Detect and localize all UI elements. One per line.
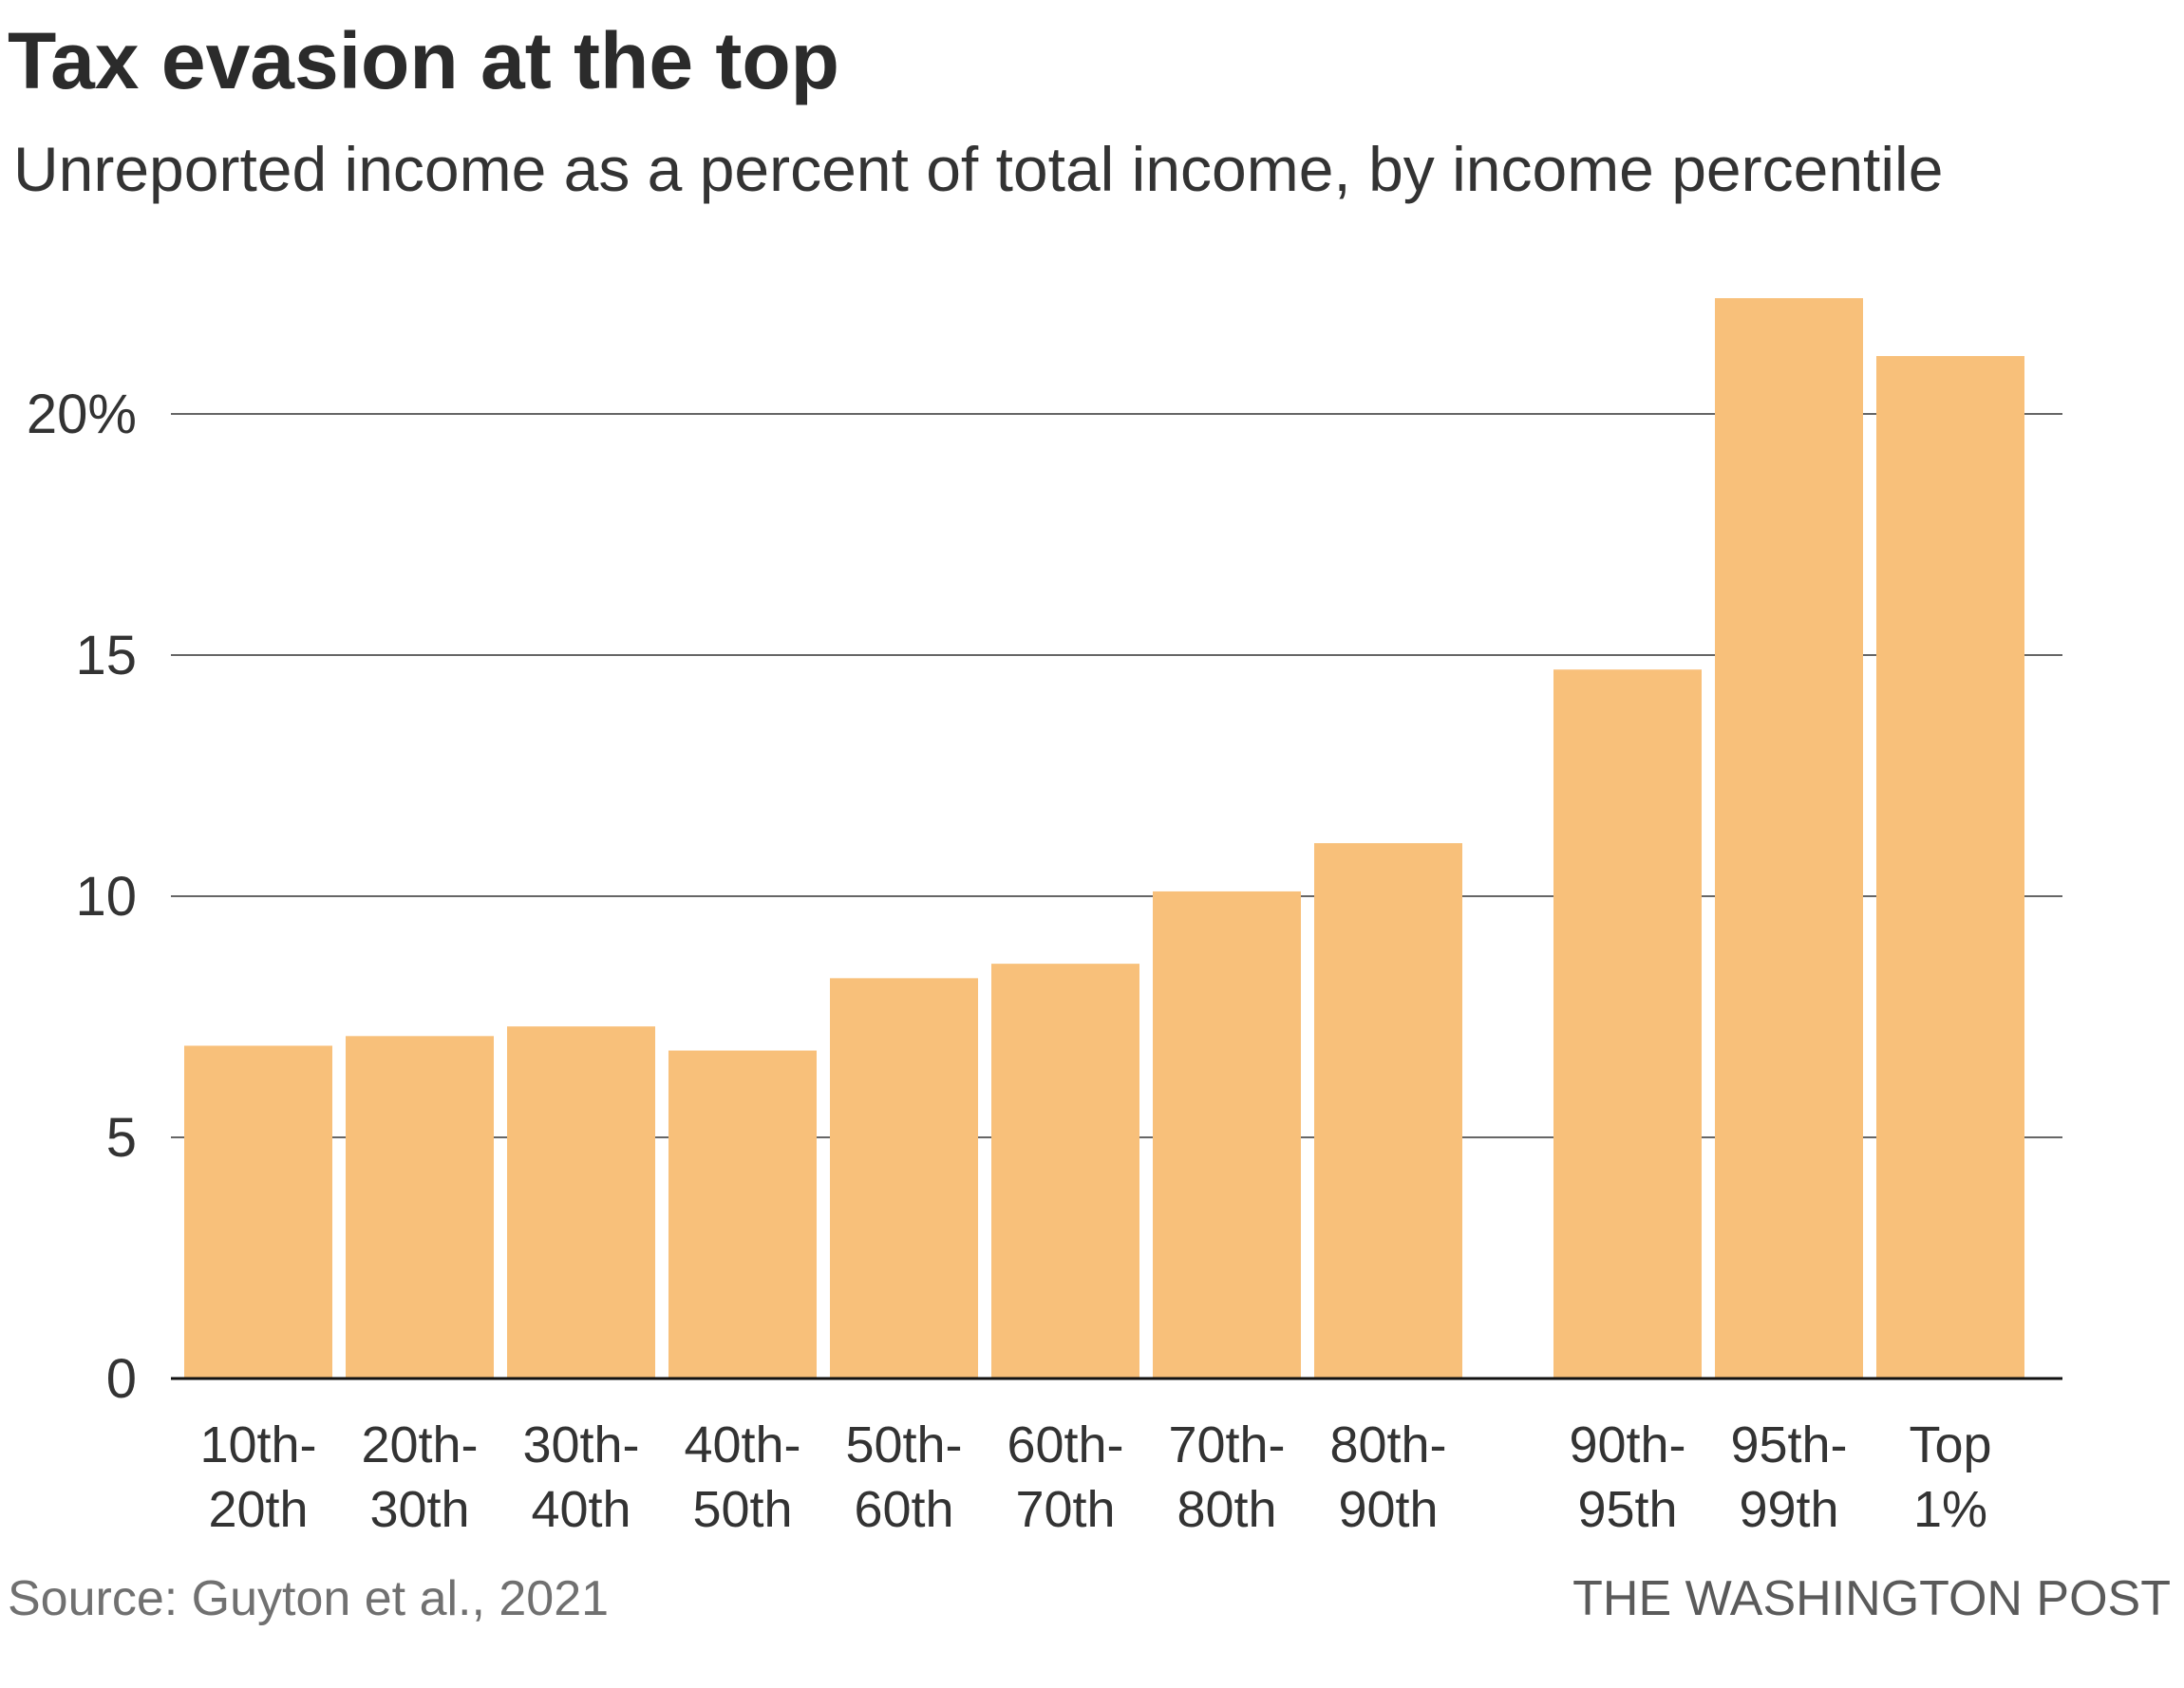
x-axis-tick-labels: 10th- 20th 20th- 30th 30th- 40th 40th- 50th 50th… xyxy=(199,1416,1991,1538)
bar xyxy=(830,978,978,1379)
x-tick-label: 30th xyxy=(369,1481,469,1538)
x-tick-label: 99th xyxy=(1739,1481,1838,1538)
publisher-credit: THE WASHINGTON POST xyxy=(1572,1571,2171,1626)
x-tick-label: 10th- xyxy=(199,1416,316,1473)
y-tick-label: 0 xyxy=(106,1348,137,1410)
x-tick-label: 30th- xyxy=(522,1416,639,1473)
bar xyxy=(184,1045,332,1379)
x-tick-label: 80th xyxy=(1177,1481,1276,1538)
y-tick-label: 10 xyxy=(75,866,137,928)
x-tick-label: 1% xyxy=(1913,1481,1987,1538)
bar xyxy=(346,1036,494,1379)
y-axis-tick-labels: 0 5 10 15 20% xyxy=(27,384,137,1410)
x-tick-label: 40th- xyxy=(684,1416,800,1473)
bar xyxy=(1876,356,2024,1379)
source-note: Source: Guyton et al., 2021 xyxy=(8,1571,610,1626)
bar xyxy=(507,1026,655,1379)
bar xyxy=(1314,843,1462,1379)
x-tick-label: 50th xyxy=(692,1481,792,1538)
x-tick-label: 20th xyxy=(208,1481,308,1538)
x-tick-label: 60th xyxy=(854,1481,953,1538)
chart-subtitle: Unreported income as a percent of total … xyxy=(13,134,1944,204)
x-tick-label: 70th xyxy=(1015,1481,1115,1538)
bar xyxy=(1153,891,1301,1379)
x-tick-label: 80th- xyxy=(1329,1416,1446,1473)
y-tick-label: 5 xyxy=(106,1107,137,1169)
chart-title: Tax evasion at the top xyxy=(8,16,839,105)
x-tick-label: 20th- xyxy=(361,1416,478,1473)
x-tick-label: 40th xyxy=(531,1481,631,1538)
bar xyxy=(1715,298,1863,1379)
x-tick-label: 95th- xyxy=(1730,1416,1847,1473)
bar xyxy=(668,1050,817,1379)
x-tick-label: 95th xyxy=(1577,1481,1677,1538)
x-tick-label: 60th- xyxy=(1007,1416,1123,1473)
bars xyxy=(184,298,2024,1379)
bar xyxy=(1553,669,1702,1379)
bar xyxy=(991,964,1139,1379)
x-tick-label: 70th- xyxy=(1168,1416,1285,1473)
x-tick-label: 50th- xyxy=(845,1416,962,1473)
x-tick-label: Top xyxy=(1909,1416,1991,1473)
y-tick-label: 15 xyxy=(75,625,137,686)
x-tick-label: 90th- xyxy=(1569,1416,1685,1473)
x-tick-label: 90th xyxy=(1338,1481,1438,1538)
y-tick-label: 20% xyxy=(27,384,137,445)
